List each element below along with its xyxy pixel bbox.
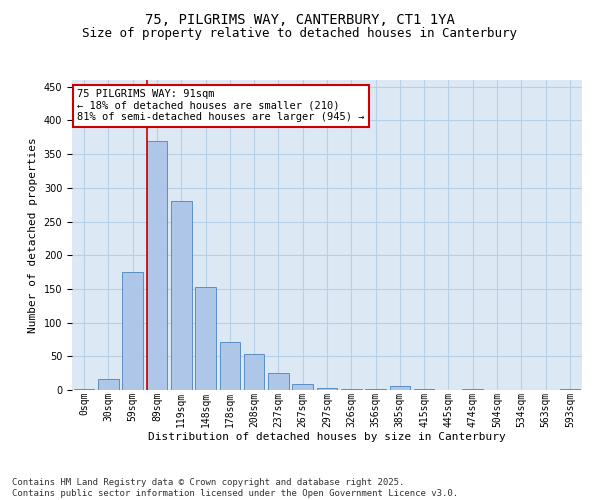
Bar <box>220 342 240 390</box>
Text: Size of property relative to detached houses in Canterbury: Size of property relative to detached ho… <box>83 28 517 40</box>
Text: 75, PILGRIMS WAY, CANTERBURY, CT1 1YA: 75, PILGRIMS WAY, CANTERBURY, CT1 1YA <box>145 12 455 26</box>
Bar <box>146 140 167 390</box>
Bar <box>195 287 216 390</box>
Y-axis label: Number of detached properties: Number of detached properties <box>28 137 38 333</box>
Bar <box>171 202 191 390</box>
Bar <box>244 354 265 390</box>
Bar <box>122 272 143 390</box>
Bar <box>98 379 119 390</box>
Text: 75 PILGRIMS WAY: 91sqm
← 18% of detached houses are smaller (210)
81% of semi-de: 75 PILGRIMS WAY: 91sqm ← 18% of detached… <box>77 90 365 122</box>
Bar <box>292 384 313 390</box>
Bar <box>341 388 362 390</box>
Text: Contains HM Land Registry data © Crown copyright and database right 2025.
Contai: Contains HM Land Registry data © Crown c… <box>12 478 458 498</box>
Bar <box>74 388 94 390</box>
Bar <box>389 386 410 390</box>
Bar <box>317 388 337 390</box>
Bar <box>268 373 289 390</box>
X-axis label: Distribution of detached houses by size in Canterbury: Distribution of detached houses by size … <box>148 432 506 442</box>
